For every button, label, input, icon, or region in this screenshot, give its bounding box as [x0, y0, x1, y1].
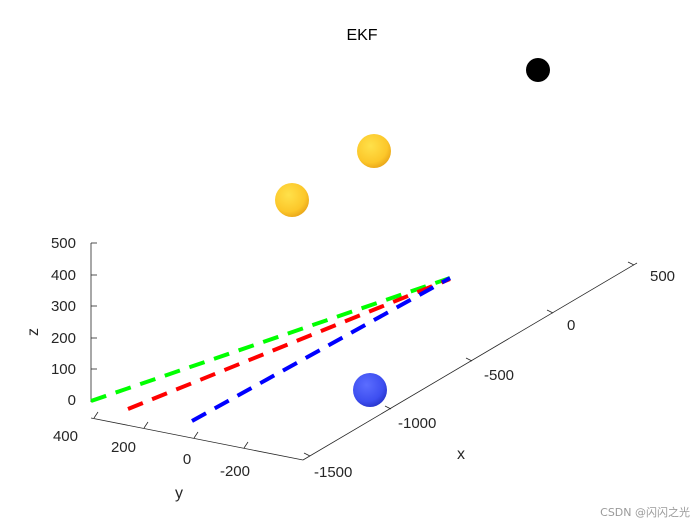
x-tick-label: 500 — [650, 268, 675, 285]
y-tick-label: -200 — [220, 463, 250, 480]
z-tick-label: 500 — [51, 235, 76, 252]
series-line-green — [90, 276, 451, 403]
marker-sphere-yellow — [275, 183, 309, 217]
marker-sphere-blue — [353, 373, 387, 407]
x-axis-label: x — [457, 446, 465, 463]
series-line-red — [127, 277, 451, 411]
y-axis-ticks: 400 200 0 -200 — [53, 411, 250, 480]
chart-title: EKF — [346, 27, 377, 44]
z-tick-label: 200 — [51, 330, 76, 347]
z-axis-ticks: 500 400 300 200 100 0 — [51, 235, 97, 409]
y-tick-label: 0 — [183, 451, 191, 468]
series-line-blue — [191, 276, 451, 423]
z-tick-label: 0 — [68, 392, 76, 409]
x-tick-label: 0 — [567, 317, 575, 334]
x-axis-line — [302, 262, 638, 461]
marker-sphere-black — [526, 58, 550, 82]
z-axis-label: z — [25, 328, 42, 336]
z-tick-label: 100 — [51, 361, 76, 378]
y-tick-label: 400 — [53, 428, 78, 445]
x-tick-label: -500 — [484, 367, 514, 384]
x-axis-ticks: 500 0 -500 -1000 -1500 — [303, 261, 675, 481]
watermark: CSDN @闪闪之光 — [600, 505, 690, 519]
marker-sphere-yellow — [357, 134, 391, 168]
y-tick-label: 200 — [111, 439, 136, 456]
z-tick-label: 300 — [51, 298, 76, 315]
x-tick-label: -1000 — [398, 415, 436, 432]
z-tick-label: 400 — [51, 267, 76, 284]
y-axis-label: y — [175, 485, 183, 502]
y-axis-line — [90, 417, 304, 461]
x-tick-label: -1500 — [314, 464, 352, 481]
